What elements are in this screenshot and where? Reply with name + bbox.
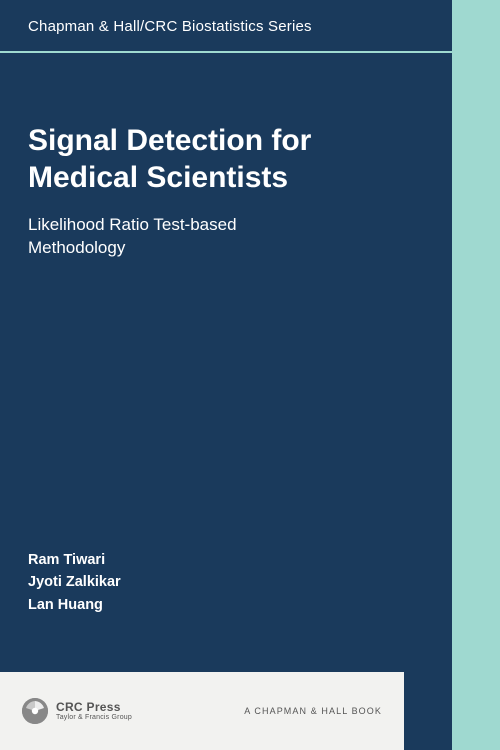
subtitle-line-1: Likelihood Ratio Test-based [28, 215, 237, 234]
author-name: Ram Tiwari [28, 549, 424, 571]
author-list: Ram Tiwari Jyoti Zalkikar Lan Huang [28, 549, 424, 616]
title-line-1: Signal Detection for [28, 124, 311, 157]
book-cover: Chapman & Hall/CRC Biostatistics Series … [0, 0, 500, 750]
author-name: Jyoti Zalkikar [28, 571, 424, 593]
series-label: Chapman & Hall/CRC Biostatistics Series [0, 0, 452, 51]
publisher-name: CRC Press [56, 701, 132, 714]
imprint-line: A CHAPMAN & HALL BOOK [244, 706, 382, 716]
publisher-block: CRC Press Taylor & Francis Group [22, 698, 132, 724]
footer-bar: CRC Press Taylor & Francis Group A CHAPM… [0, 672, 404, 750]
title-line-2: Medical Scientists [28, 161, 288, 194]
publisher-logo-icon [22, 698, 48, 724]
book-title: Signal Detection for Medical Scientists [28, 123, 424, 196]
subtitle-line-2: Methodology [28, 238, 125, 257]
main-panel: Chapman & Hall/CRC Biostatistics Series … [0, 0, 452, 750]
side-accent-panel [452, 0, 500, 750]
publisher-tagline: Taylor & Francis Group [56, 714, 132, 721]
book-subtitle: Likelihood Ratio Test-based Methodology [28, 214, 424, 260]
publisher-text: CRC Press Taylor & Francis Group [56, 701, 132, 722]
content-area: Signal Detection for Medical Scientists … [0, 53, 452, 750]
author-name: Lan Huang [28, 594, 424, 616]
